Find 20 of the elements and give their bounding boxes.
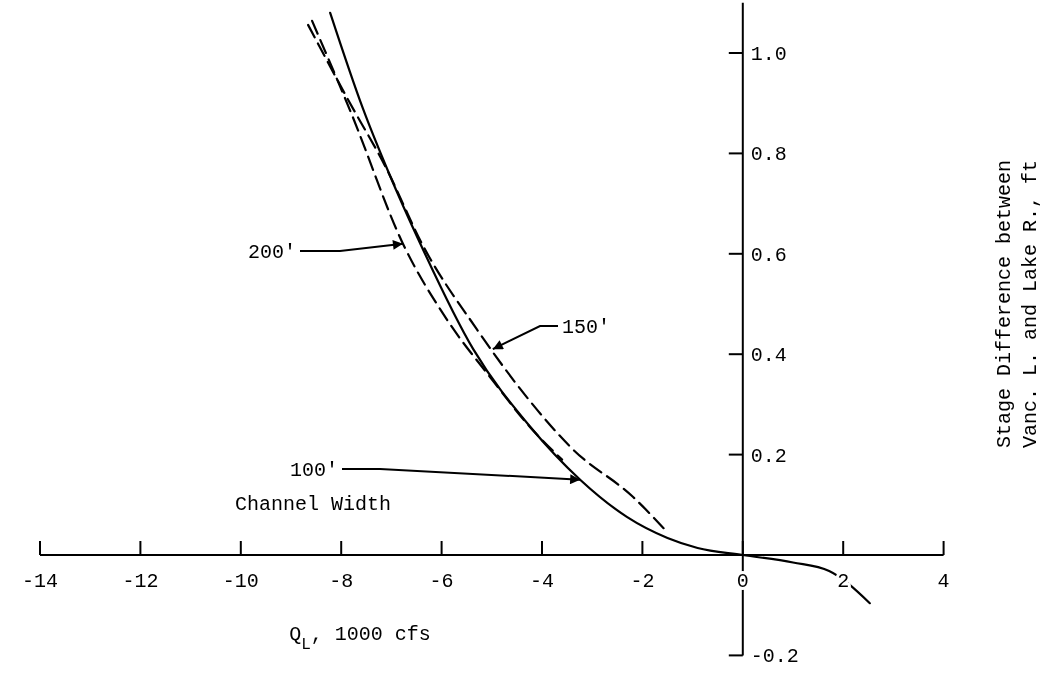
x-tick-label: -10	[222, 570, 259, 593]
annotation: 100'	[290, 459, 339, 482]
y-tick-label: 1.0	[750, 43, 787, 66]
y-tick-label: 0.4	[750, 344, 787, 368]
x-axis-title: Q$_{L}$, 1000 cfs	[289, 623, 431, 654]
y-tick-label: -0.2	[750, 645, 799, 669]
x-tick-label: -8	[329, 570, 354, 593]
x-tick-label: -2	[630, 570, 655, 593]
y-tick-label: 0.2	[750, 444, 787, 468]
annotation: 150'	[562, 316, 611, 339]
x-tick-label: -14	[21, 570, 59, 593]
x-tick-label: 4	[937, 570, 950, 593]
x-tick-label: -6	[429, 570, 454, 593]
y-tick-label: 0.6	[750, 243, 787, 267]
x-tick-label: -12	[122, 570, 159, 593]
y-axis-title: Stage Difference between Vanc. L. and Lake R., ft	[993, 159, 1042, 449]
y-tick-label: 0.8	[750, 143, 787, 167]
x-tick-label: -4	[529, 570, 555, 593]
annotation: Channel Width	[235, 493, 392, 516]
annotation: 200'	[248, 241, 297, 264]
